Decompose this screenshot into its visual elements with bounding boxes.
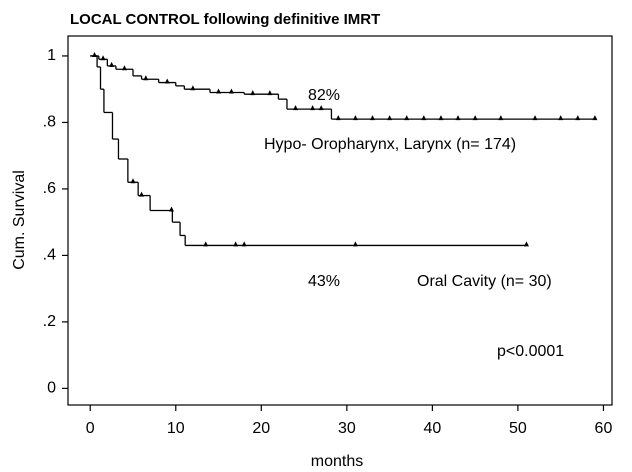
x-tick-label: 60	[595, 420, 613, 437]
censor-mark	[121, 65, 127, 71]
censor-mark	[190, 85, 196, 91]
censor-mark	[532, 115, 538, 121]
censor-mark	[455, 115, 461, 121]
censor-mark	[109, 61, 115, 67]
y-tick-label: .8	[43, 114, 56, 131]
censor-mark	[404, 115, 410, 121]
censor-mark	[438, 115, 444, 121]
censor-mark	[233, 241, 239, 247]
censor-mark	[498, 115, 504, 121]
annotation: 43%	[308, 273, 340, 290]
censor-mark	[352, 241, 358, 247]
censor-mark	[335, 115, 341, 121]
x-tick-label: 20	[252, 420, 270, 437]
y-tick-label: .4	[43, 247, 56, 264]
y-tick-label: 1	[47, 47, 56, 64]
censor-mark	[370, 115, 376, 121]
series-label: Oral Cavity (n= 30)	[417, 273, 552, 290]
censor-mark	[143, 75, 149, 81]
y-axis-label: Cum. Survival	[11, 170, 28, 270]
censor-mark	[472, 115, 478, 121]
y-tick-label: .6	[43, 180, 56, 197]
censor-mark	[164, 78, 170, 84]
censor-mark	[168, 206, 174, 212]
censor-mark	[387, 115, 393, 121]
censor-mark	[523, 241, 529, 247]
censor-mark	[293, 105, 299, 111]
series-label: Hypo- Oropharynx, Larynx (n= 174)	[264, 136, 516, 153]
censor-mark	[575, 115, 581, 121]
x-tick-label: 40	[423, 420, 441, 437]
censor-mark	[267, 90, 273, 96]
x-tick-label: 50	[509, 420, 527, 437]
censor-mark	[228, 88, 234, 94]
censor-mark	[241, 241, 247, 247]
censor-mark	[352, 115, 358, 121]
censor-mark	[592, 115, 598, 121]
y-tick-label: 0	[47, 380, 56, 397]
x-tick-label: 30	[338, 420, 356, 437]
x-tick-label: 0	[86, 420, 95, 437]
annotation: 82%	[308, 87, 340, 104]
plot-frame	[67, 35, 613, 406]
censor-mark	[130, 178, 136, 184]
chart-title: LOCAL CONTROL following definitive IMRT	[70, 11, 380, 28]
x-tick-label: 10	[167, 420, 185, 437]
censor-mark	[216, 88, 222, 94]
annotation: p<0.0001	[497, 343, 564, 360]
censor-mark	[100, 55, 106, 61]
censor-mark	[318, 105, 324, 111]
censor-mark	[203, 241, 209, 247]
censor-mark	[250, 90, 256, 96]
censor-mark	[558, 115, 564, 121]
y-tick-label: .2	[43, 313, 56, 330]
censor-mark	[310, 105, 316, 111]
x-axis-label: months	[311, 453, 363, 470]
censor-mark	[421, 115, 427, 121]
censor-mark	[139, 191, 145, 197]
